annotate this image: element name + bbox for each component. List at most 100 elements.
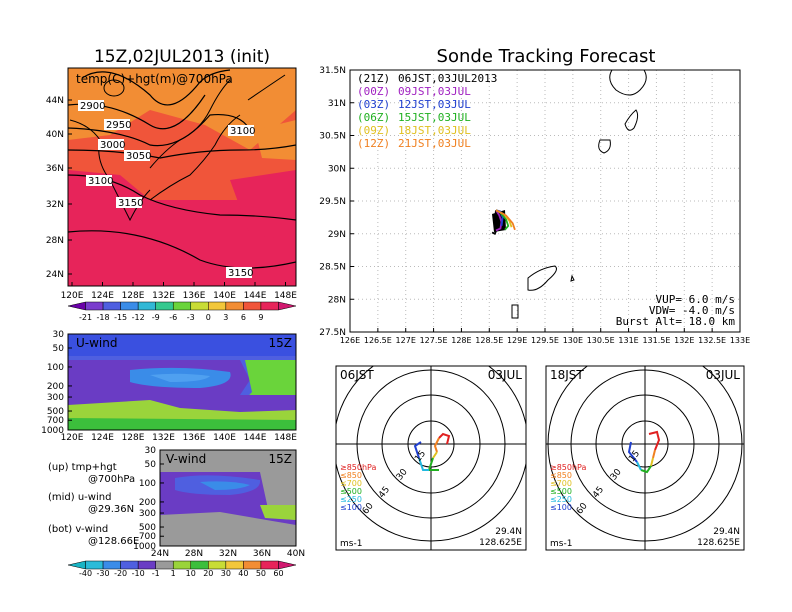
colorbar-label: 6	[241, 313, 246, 322]
contour-label: 2900	[80, 101, 105, 112]
pressure-tick-label: 500	[139, 523, 156, 533]
lon-tick-label: 128E	[451, 336, 471, 345]
u-wind-lon-labels: 120E 124E 128E 132E 136E 140E 144E 148E	[61, 433, 298, 443]
lon-label: 128.625E	[479, 538, 522, 548]
colorbar-label: 10	[186, 569, 196, 578]
note-line: (mid) u-wind	[48, 492, 111, 503]
colorbar-swatch	[120, 301, 139, 311]
colorbar-swatch	[225, 560, 244, 570]
info-line: VDW= -4.0 m/s	[649, 304, 735, 317]
colorbar-swatch	[67, 301, 86, 311]
lon-tick-label: 124E	[91, 433, 114, 443]
track-lon-labels: 126E 126.5E 127E 127.5E 128E 128.5E 129E 129.5E…	[340, 328, 750, 345]
lon-tick-label: 129E	[507, 336, 527, 345]
lon-tick-label: 133E	[730, 336, 750, 345]
colorbar-swatch	[85, 560, 104, 570]
lat-tick-label: 36N	[253, 549, 271, 559]
lat-tick-label: 31N	[328, 99, 346, 109]
pressure-tick-label: 100	[139, 479, 156, 489]
lon-tick-label: 144E	[244, 291, 267, 301]
lon-tick-label: 148E	[274, 291, 297, 301]
lon-tick-label: 127.5E	[420, 336, 448, 345]
map-lon-labels: 120E 124E 128E 132E 136E 140E 144E 148E	[61, 282, 297, 301]
pressure-tick-label: 1000	[41, 426, 64, 436]
lon-tick-label: 132E	[152, 433, 175, 443]
colorbar-swatch	[67, 560, 86, 570]
lon-tick-label: 124E	[91, 291, 114, 301]
v-wind-field	[160, 450, 296, 546]
legend-time: 09JST,03JUL	[398, 85, 471, 98]
contour-label: 3100	[88, 176, 113, 187]
lat-tick-label: 28N	[46, 236, 64, 246]
lat-tick-label: 31.5N	[319, 66, 346, 76]
lat-tick-label: 32N	[219, 549, 237, 559]
colorbar-swatch	[225, 301, 244, 311]
colorbar-label: -15	[114, 313, 127, 322]
hodograph-date: 03JUL	[706, 368, 741, 382]
colorbar-label: -40	[79, 569, 92, 578]
lat-tick-label: 32N	[46, 200, 64, 210]
pressure-tick-label: 700	[139, 532, 156, 542]
level-label: ≥850hPa	[550, 463, 587, 472]
track-series-line	[491, 210, 499, 235]
level-label: ≤250	[340, 495, 362, 504]
colorbar-swatch	[278, 301, 297, 311]
level-label: ≤700	[550, 479, 572, 488]
track-lat-labels: 31.5N 31N 30.5N 30N 29.5N 29N 28.5N 28N 27.5N	[319, 66, 354, 338]
pressure-tick-label: 200	[139, 498, 156, 508]
lon-tick-label: 127E	[396, 336, 416, 345]
map-label: temp(C)+hgt(m)@700hPa	[76, 72, 233, 86]
level-label: ≤700	[340, 479, 362, 488]
map-lat-labels: 44N 40N 36N 32N 28N 24N	[46, 96, 72, 280]
colorbar-swatch	[208, 301, 227, 311]
lon-tick-label: 130.5E	[587, 336, 615, 345]
track-lines	[491, 209, 516, 235]
lat-tick-label: 44N	[46, 96, 64, 106]
map-frame	[67, 67, 297, 287]
pressure-tick-label: 1000	[133, 542, 156, 552]
colorbar-label: 3	[223, 313, 228, 322]
lon-tick-label: 132E	[152, 291, 175, 301]
legend-time: 06JST,03JUL2013	[398, 72, 497, 85]
hodograph-trace	[438, 432, 451, 445]
level-label: ≤850	[550, 471, 572, 480]
v-wind-frame	[159, 449, 297, 547]
legend-code: (09Z)	[357, 124, 390, 137]
hodograph-date: 03JUL	[488, 368, 523, 382]
legend-code: (00Z)	[357, 85, 390, 98]
legend-time: 18JST,03JUL	[398, 124, 471, 137]
lon-label: 128.625E	[697, 538, 740, 548]
hodograph-trace	[650, 457, 654, 467]
hodograph-time: 06JST	[340, 368, 374, 382]
hodograph-trace	[652, 449, 656, 459]
lon-tick-label: 140E	[213, 291, 236, 301]
colorbar-label: -21	[79, 313, 92, 322]
lon-tick-label: 136E	[183, 291, 206, 301]
note-line: @700hPa	[88, 474, 135, 485]
colorbar-swatch	[120, 560, 139, 570]
lat-tick-label: 24N	[46, 270, 64, 280]
lon-tick-label: 126E	[340, 336, 360, 345]
unit-label: ms-1	[340, 539, 362, 549]
pressure-tick-label: 700	[47, 416, 64, 426]
contour-label: 3150	[228, 268, 253, 279]
colorbar-swatch	[85, 301, 104, 311]
colorbar-label: -1	[152, 569, 160, 578]
lat-tick-label: 40N	[287, 549, 305, 559]
colorbar-label: -20	[114, 569, 127, 578]
lat-label: 29.4N	[713, 527, 740, 537]
lon-tick-label: 126.5E	[364, 336, 392, 345]
hodograph-trace	[640, 465, 652, 474]
legend-code: (21Z)	[357, 72, 390, 85]
colorbar-label: 9	[258, 313, 263, 322]
lon-tick-label: 128.5E	[475, 336, 503, 345]
lon-tick-label: 131.5E	[642, 336, 670, 345]
v-wind-time: 15Z	[269, 452, 293, 466]
contour-label: 2950	[106, 120, 131, 131]
colorbar-swatch	[190, 301, 209, 311]
legend-time: 12JST,03JUL	[398, 98, 471, 111]
